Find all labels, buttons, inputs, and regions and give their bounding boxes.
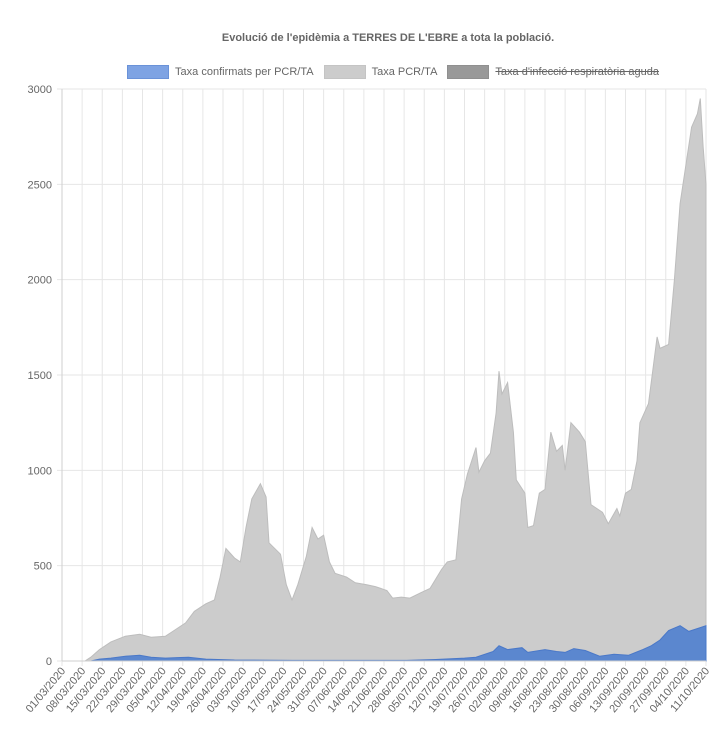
y-tick-label: 2500 [28,179,52,191]
y-tick-label: 500 [34,561,52,573]
y-tick-label: 0 [46,656,52,668]
legend-item-ira[interactable]: Taxa d'infecció respiratòria aguda [447,65,659,79]
y-tick-label: 1000 [28,465,52,477]
y-tick-label: 1500 [28,370,52,382]
legend-label: Taxa confirmats per PCR/TA [175,66,314,78]
legend-item-confirmats[interactable]: Taxa confirmats per PCR/TA [127,65,314,79]
y-tick-label: 3000 [28,84,52,96]
legend-swatch-dark [447,65,490,79]
y-tick-label: 2000 [28,275,52,287]
legend-swatch-gray [323,65,366,79]
legend-label-hidden: Taxa d'infecció respiratòria aguda [495,66,659,78]
area-taxa-pcr [62,98,707,662]
chart-title: Evolució de l'epidèmia a TERRES DE L'EBR… [221,32,555,44]
legend: Taxa confirmats per PCR/TA Taxa PCR/TA T… [0,65,726,79]
legend-item-pcr[interactable]: Taxa PCR/TA [323,65,438,79]
legend-label: Taxa PCR/TA [371,66,438,78]
area-taxa-confirmats [62,625,707,662]
legend-swatch-blue [127,65,170,79]
